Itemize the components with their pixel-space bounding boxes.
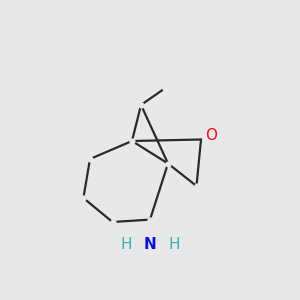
Text: H: H: [120, 237, 132, 252]
Text: H: H: [168, 237, 180, 252]
Text: O: O: [206, 128, 218, 143]
Text: N: N: [144, 237, 156, 252]
